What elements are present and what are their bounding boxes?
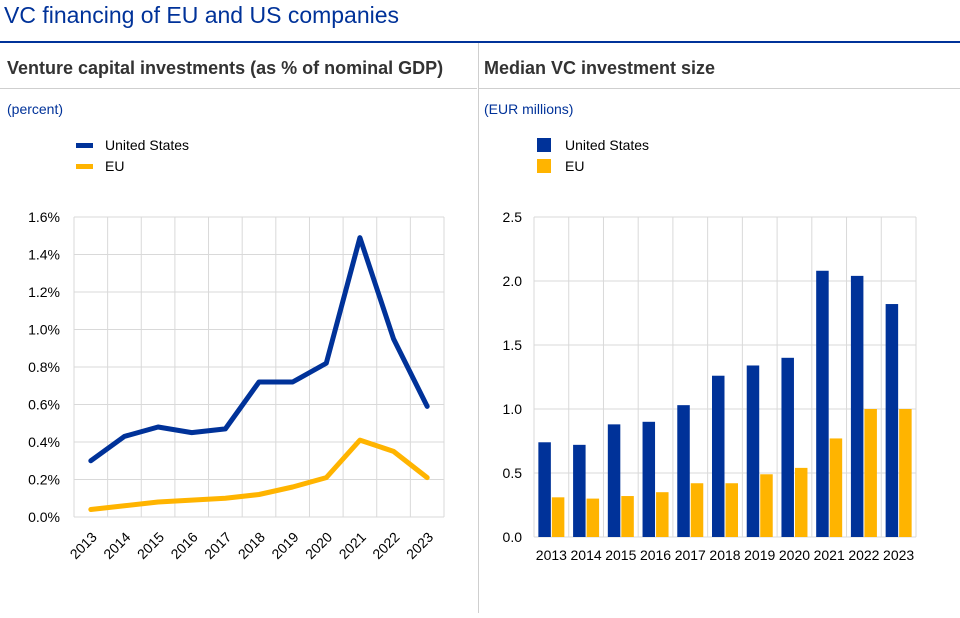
x-tick-label: 2016 (640, 547, 671, 563)
bar-eu (621, 496, 634, 537)
legend-swatch-eu-bar (537, 159, 551, 173)
legend-item-us-bar: United States (537, 137, 649, 153)
bar-us (607, 424, 621, 537)
bar-us (781, 357, 794, 537)
y-tick-label: 1.0% (28, 322, 60, 338)
bar-us (573, 444, 586, 537)
left-panel-unit: (percent) (7, 101, 64, 117)
y-tick-label: 0.0% (28, 509, 60, 525)
y-tick-label: 0.8% (28, 359, 60, 375)
bar-eu (656, 492, 669, 537)
bar-eu (725, 483, 738, 537)
legend-swatch-us (76, 142, 93, 148)
y-tick-label: 0.5 (503, 465, 523, 481)
bar-eu (586, 498, 600, 537)
left-panel-rule (0, 88, 477, 89)
y-tick-label: 1.2% (28, 284, 60, 300)
y-tick-label: 0.0 (503, 529, 523, 545)
right-panel-rule (479, 88, 960, 89)
x-tick-label: 2013 (536, 547, 567, 563)
series-line-eu (88, 437, 430, 512)
legend-label-us: United States (105, 137, 190, 153)
bar-us (642, 421, 656, 537)
left-panel-title: Venture capital investments (as % of nom… (7, 58, 444, 78)
x-tick-label: 2021 (814, 547, 845, 563)
bar-us (712, 375, 725, 537)
legend-label-us-bar: United States (565, 137, 650, 153)
x-tick-label: 2022 (848, 547, 879, 563)
x-tick-label: 2019 (744, 547, 775, 563)
bar-us (816, 270, 829, 537)
legend-item-eu: EU (76, 158, 124, 174)
y-tick-label: 2.0 (503, 273, 523, 289)
legend-swatch-us-bar (537, 138, 551, 152)
legend-item-eu-bar: EU (537, 158, 584, 174)
right-panel-title: Median VC investment size (484, 58, 716, 78)
bar-eu (690, 483, 704, 537)
bar-eu (864, 409, 877, 537)
bar-eu (899, 409, 912, 537)
y-tick-label: 1.0 (503, 401, 523, 417)
legend-label-eu-bar: EU (565, 158, 585, 174)
x-tick-label: 2014 (571, 547, 602, 563)
y-tick-label: 0.4% (28, 434, 60, 450)
bar-us (746, 365, 760, 537)
bar-us (677, 405, 690, 537)
bar-us (885, 304, 899, 537)
series-line-us (88, 235, 430, 464)
title-rule (0, 41, 960, 43)
x-tick-label: 2018 (709, 547, 740, 563)
panel-divider (478, 43, 479, 613)
x-tick-label: 2015 (605, 547, 636, 563)
y-tick-label: 0.2% (28, 472, 60, 488)
y-tick-label: 2.5 (503, 209, 523, 225)
legend-label-eu: EU (105, 158, 125, 174)
x-tick-label: 2020 (779, 547, 810, 563)
bar-eu (760, 474, 773, 537)
bar-us (850, 275, 864, 537)
x-tick-label: 2023 (883, 547, 914, 563)
x-tick-label: 2017 (675, 547, 706, 563)
y-tick-label: 1.4% (28, 247, 60, 263)
y-tick-label: 1.6% (28, 209, 60, 225)
bar-eu (829, 438, 843, 537)
legend-item-us: United States (76, 137, 189, 153)
y-tick-label: 0.6% (28, 397, 60, 413)
bar-us (538, 442, 551, 537)
legend-swatch-eu (76, 163, 93, 169)
y-tick-label: 1.5 (503, 337, 523, 353)
right-panel-unit: (EUR millions) (484, 101, 574, 117)
bar-eu (551, 497, 565, 537)
page-title: VC financing of EU and US companies (4, 2, 400, 28)
bar-eu (794, 467, 808, 537)
